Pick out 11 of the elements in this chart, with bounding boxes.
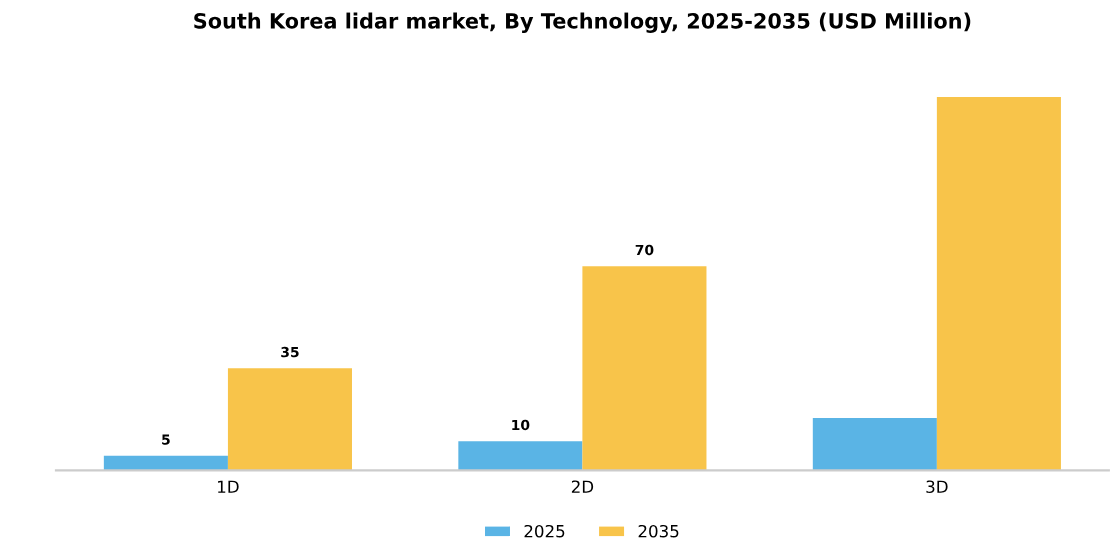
bar	[812, 417, 937, 471]
x-tick-label: 2D	[571, 480, 594, 493]
bar	[458, 441, 583, 471]
chart-title: South Korea lidar market, By Technology, 2025-2035 (USD Million)	[194, 12, 971, 33]
bar	[582, 266, 707, 471]
legend-label: 2025	[524, 524, 565, 538]
x-tick-label: 1D	[218, 480, 239, 493]
bar	[936, 97, 1061, 471]
legend-label: 2035	[638, 524, 679, 538]
bar	[227, 368, 352, 471]
x-tick-label: 3D	[926, 480, 948, 494]
